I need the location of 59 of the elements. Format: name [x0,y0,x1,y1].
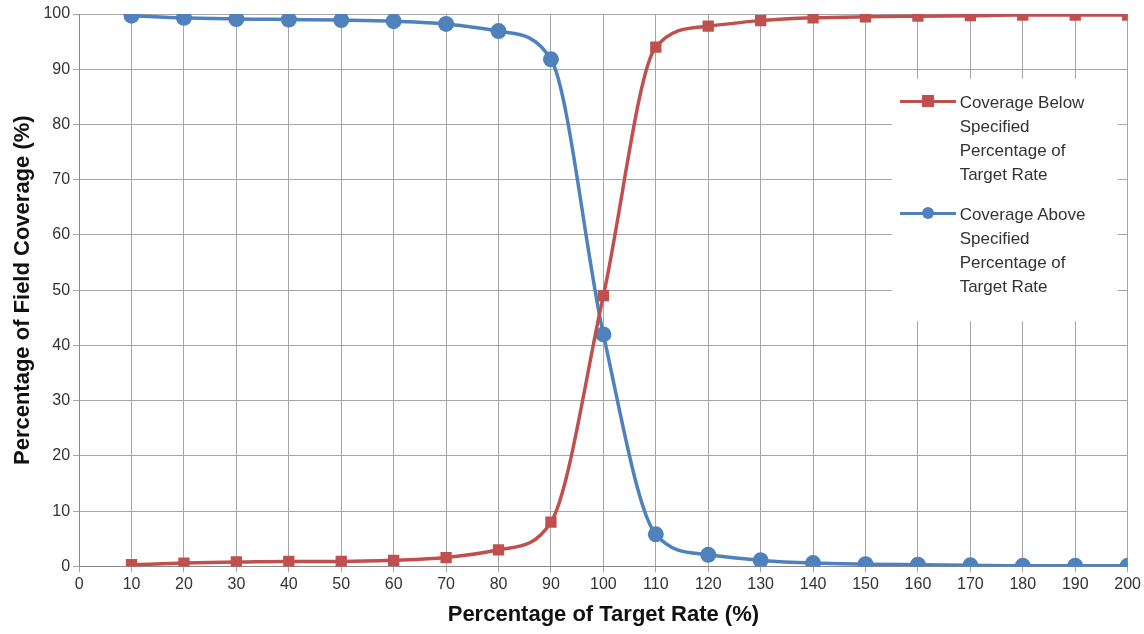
point [650,41,662,53]
point [597,290,610,302]
y-tick-label: 100 [43,4,71,22]
y-tick-label: 50 [52,280,71,298]
point [385,14,402,30]
x-tick-label: 190 [1061,575,1089,593]
point [333,14,350,29]
point [280,14,297,28]
point [542,51,559,68]
x-tick-label: 0 [74,575,84,593]
point [335,555,347,567]
y-tick-label: 30 [52,391,71,409]
y-tick-label: 40 [52,335,71,353]
point [492,544,505,556]
point [230,556,243,567]
y-tick-label: 70 [52,170,71,188]
y-axis-title: Percentage of Field Coverage (%) [9,115,35,466]
point [178,557,190,567]
x-tick-label: 30 [227,575,246,593]
point [595,326,612,343]
x-tick-label: 40 [279,575,298,593]
x-tick-label: 80 [489,575,508,593]
y-tick-label: 90 [52,59,71,77]
point [388,554,400,566]
point [755,14,767,27]
point [490,23,507,40]
y-tick-label: 60 [52,225,71,243]
y-tick-label: 10 [52,501,71,519]
x-tick-label: 60 [384,575,403,593]
y-tick-label: 0 [61,556,71,574]
point [702,20,714,32]
x-tick-label: 150 [852,575,879,593]
x-tick-label: 90 [542,575,560,593]
point [545,516,557,528]
x-tick-label: 20 [175,575,193,593]
point [807,14,819,24]
legend-label: Coverage Below Specified Percentage of Target Rate [959,92,1086,187]
x-tick-label: 200 [1114,575,1142,593]
x-tick-label: 170 [957,575,984,593]
point [647,526,664,543]
x-tick-label: 10 [122,575,141,593]
point [440,551,452,564]
x-tick-label: 140 [799,575,827,593]
point [283,555,295,567]
x-tick-label: 50 [332,575,351,593]
x-tick-label: 110 [643,575,669,593]
legend-label: Coverage Above Specified Percentage of Target Rate [959,204,1087,299]
point [752,552,769,567]
point [700,546,717,563]
x-tick-label: 130 [747,575,775,593]
y-tick-label: 20 [52,446,71,464]
x-tick-label: 120 [694,575,722,593]
x-axis-title: Percentage of Target Rate (%) [447,600,760,626]
x-tick-label: 70 [437,575,456,593]
x-tick-label: 160 [904,575,932,593]
point [438,15,455,32]
x-tick-label: 180 [1009,575,1037,593]
y-tick-label: 80 [52,114,71,132]
x-tick-label: 100 [590,575,617,593]
